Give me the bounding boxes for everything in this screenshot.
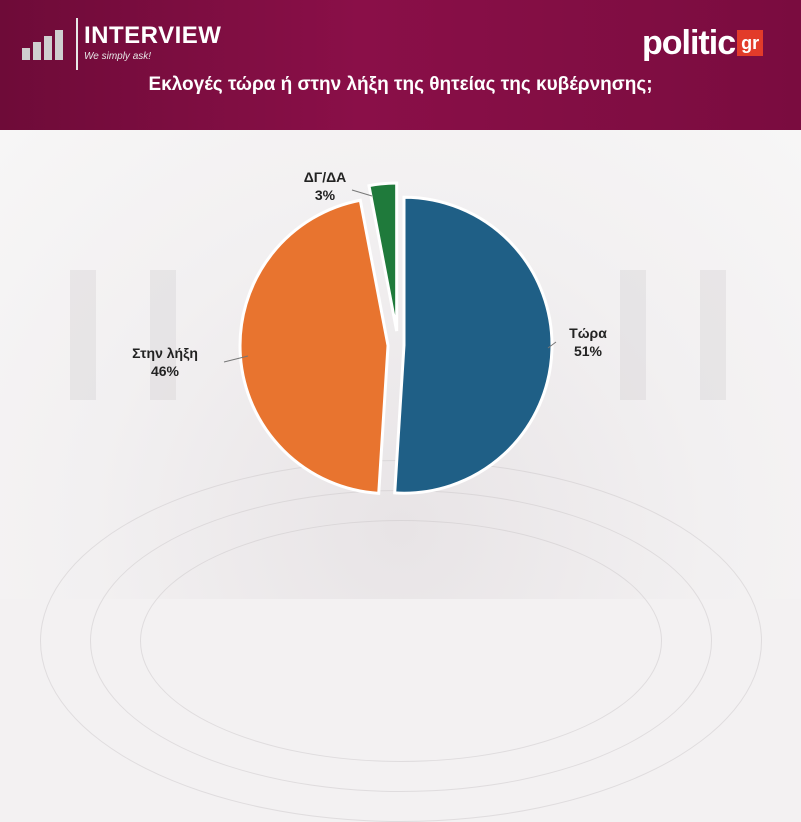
pie-slice-3 (367, 181, 399, 332)
leader-line-1 (547, 341, 557, 349)
politic-logo-suffix: gr (737, 30, 764, 56)
slice-value-1: 51% (574, 343, 603, 359)
pie-chart: Τώρα 51% Στην λήξη 46% ΔΓ/ΔΑ 3% (132, 169, 607, 495)
politic-logo-word: politic (642, 24, 736, 62)
politic-logo: politic gr (642, 24, 764, 64)
pie-slices (238, 181, 554, 495)
brand-name: INTERVIEW (84, 22, 222, 49)
brand-tagline: We simply ask! (84, 51, 152, 62)
bars-icon (22, 30, 70, 60)
interview-logo: INTERVIEW We simply ask! (22, 18, 222, 70)
chart-title: Εκλογές τώρα ή στην λήξη της θητείας της… (148, 74, 653, 95)
label-leader-lines (223, 189, 557, 363)
slice-labels: Τώρα 51% Στην λήξη 46% ΔΓ/ΔΑ 3% (132, 169, 607, 379)
header-banner: INTERVIEW We simply ask! politic gr Εκλογ… (0, 0, 801, 130)
pie-slice-2 (238, 198, 390, 495)
pie-slice-1 (393, 195, 554, 495)
slice-label-2: Στην λήξη (132, 345, 198, 361)
slice-label-3: ΔΓ/ΔΑ (304, 169, 347, 185)
leader-line-2 (223, 355, 249, 363)
leader-line-3 (351, 189, 373, 197)
slice-label-1: Τώρα (569, 325, 607, 341)
slice-value-2: 46% (151, 363, 180, 379)
logo-divider (76, 18, 78, 70)
slice-value-3: 3% (315, 187, 336, 203)
